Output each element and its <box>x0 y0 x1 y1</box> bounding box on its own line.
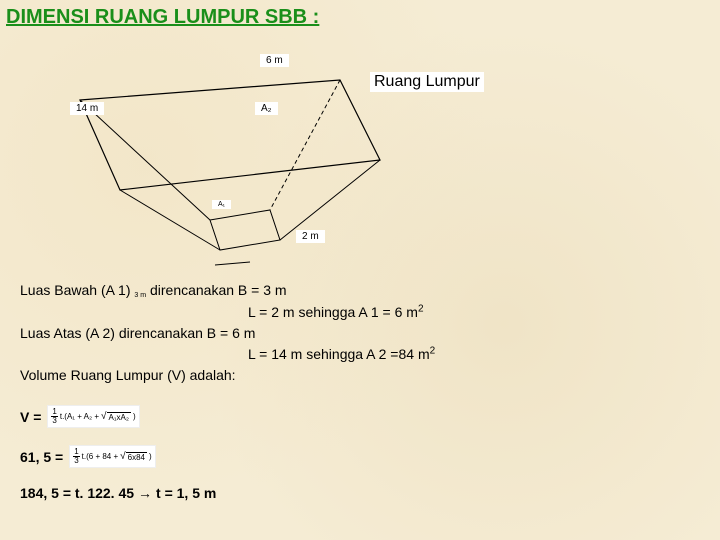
formula-v-expr: 13 t.(A₁ + A₂ + A₁xA₂ ) <box>47 405 139 428</box>
small-3m: 3 m <box>134 292 146 299</box>
dim-top-width: 6 m <box>260 54 289 67</box>
formula-615-expr: 13 t.(6 + 84 + 6x84 ) <box>69 445 155 468</box>
line4: L = 14 m sehingga A 2 =84 m2 <box>248 346 435 362</box>
bottom-underline <box>215 262 250 265</box>
formula-final: 184, 5 = t. 122. 45 t = 1, 5 m <box>20 485 216 501</box>
calculation-text: Luas Bawah (A 1) 3 m direncanakan B = 3 … <box>20 280 435 386</box>
line1a: Luas Bawah (A 1) <box>20 282 131 298</box>
ruang-lumpur-label: Ruang Lumpur <box>370 72 484 92</box>
edge-3 <box>280 160 380 240</box>
p615: 61, 5 = <box>20 449 63 465</box>
formula-615: 61, 5 = 13 t.(6 + 84 + 6x84 ) <box>20 445 156 468</box>
edge-1 <box>80 100 210 220</box>
line5: Volume Ruang Lumpur (V) adalah: <box>20 367 236 383</box>
edge-hidden <box>270 80 340 210</box>
formula-v: V = 13 t.(A₁ + A₂ + A₁xA₂ ) <box>20 405 140 428</box>
page-title: DIMENSI RUANG LUMPUR SBB : <box>6 6 319 29</box>
line1b: direncanakan B = 3 m <box>150 282 287 298</box>
label-a1: A₁ <box>212 200 231 209</box>
bottom-face <box>210 210 280 250</box>
label-a2: A₂ <box>255 102 278 115</box>
v-eq: V = <box>20 409 41 425</box>
dim-bottom-width: 2 m <box>296 230 325 243</box>
top-face <box>80 80 380 190</box>
slide-page: DIMENSI RUANG LUMPUR SBB : 6 m 14 m A₂ A… <box>0 0 720 540</box>
edge-2 <box>120 190 220 250</box>
dim-left-length: 14 m <box>70 102 104 115</box>
line2: L = 2 m sehingga A 1 = 6 m2 <box>248 304 424 320</box>
line3: Luas Atas (A 2) direncanakan B = 6 m <box>20 325 255 341</box>
arrow-icon <box>138 485 152 501</box>
